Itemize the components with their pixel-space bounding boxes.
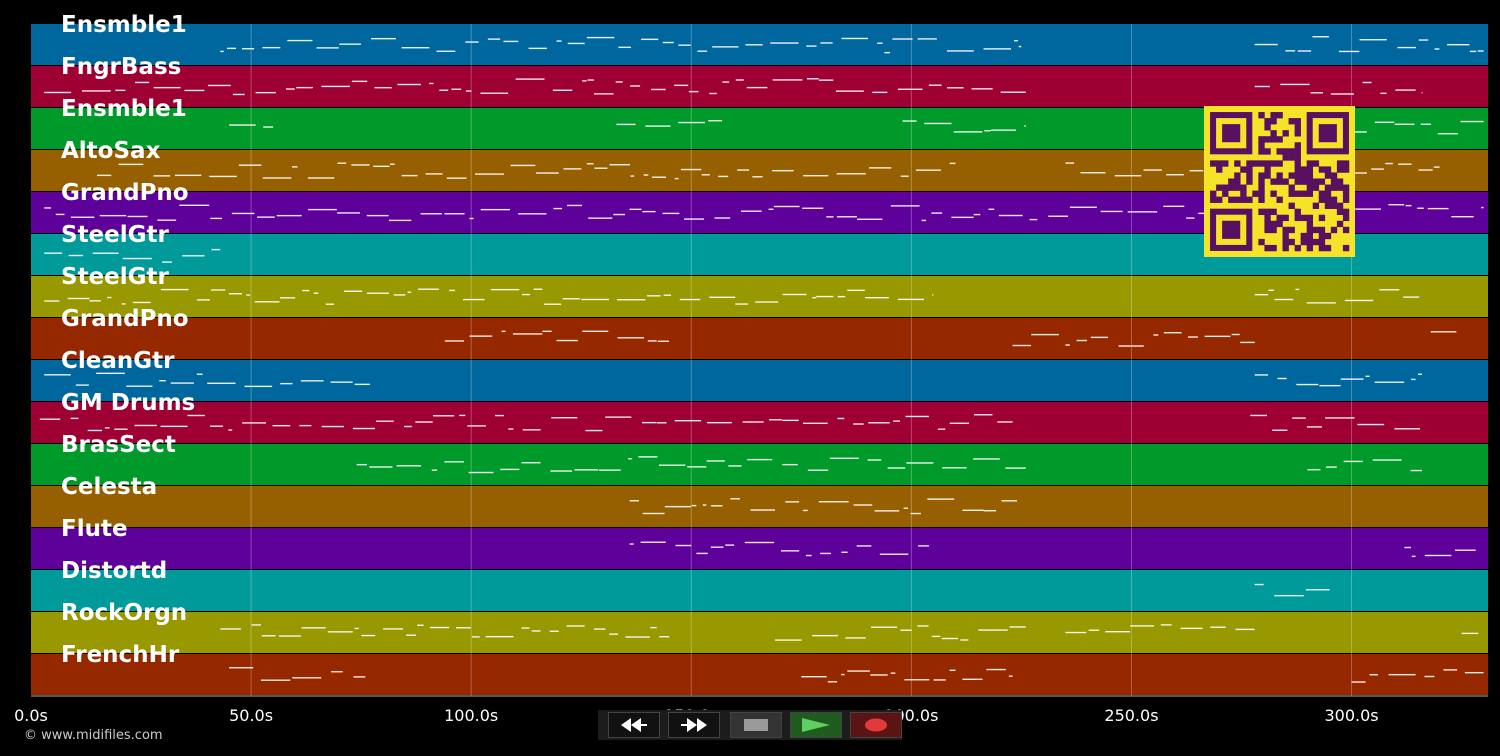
note-cluster [44, 372, 1422, 388]
track-lane[interactable] [31, 570, 1488, 611]
record-button[interactable] [850, 712, 902, 738]
time-tick-label: 250.0s [1104, 706, 1159, 725]
time-tick-label: 300.0s [1324, 706, 1379, 725]
note-cluster [44, 248, 221, 263]
time-tick-label: 0.0s [14, 706, 48, 725]
track-lane[interactable] [31, 612, 1488, 653]
track-label: Ensmble1 [61, 96, 187, 122]
stop-button[interactable] [730, 712, 782, 738]
track-label: BrasSect [61, 432, 176, 458]
play-icon [802, 718, 830, 732]
track-lane[interactable] [31, 444, 1488, 485]
fast-forward-icon [681, 718, 707, 732]
note-cluster [44, 288, 1420, 305]
track-label: GM Drums [61, 390, 196, 416]
rewind-button[interactable] [608, 712, 660, 738]
track-lane[interactable] [31, 318, 1488, 359]
note-cluster [229, 667, 1484, 683]
track-label: RockOrgn [61, 600, 188, 626]
time-tick-label: 50.0s [229, 706, 274, 725]
note-cluster [44, 204, 1484, 222]
note-cluster [1254, 583, 1330, 597]
note-cluster [220, 36, 1484, 54]
transport-controls [598, 710, 902, 740]
track-lane[interactable] [31, 528, 1488, 569]
note-cluster [44, 78, 1423, 96]
play-button[interactable] [790, 712, 842, 738]
note-cluster [629, 541, 1476, 558]
track-label: Ensmble1 [61, 12, 187, 38]
note-cluster [629, 498, 1018, 515]
track-lane[interactable] [31, 276, 1488, 317]
track-label: Distortd [61, 558, 168, 584]
track-label: SteelGtr [61, 264, 169, 290]
track-lane[interactable] [31, 486, 1488, 527]
note-cluster [444, 330, 1457, 347]
piano-roll[interactable] [0, 0, 1500, 700]
track-label: CleanGtr [61, 348, 175, 374]
record-icon [865, 718, 887, 732]
track-label: FrenchHr [61, 642, 180, 668]
track-label: GrandPno [61, 180, 189, 206]
time-tick-label: 100.0s [444, 706, 499, 725]
copyright-notice: © www.midifiles.com [24, 728, 163, 743]
track-label: GrandPno [61, 306, 189, 332]
stop-icon [744, 719, 768, 731]
track-label: FngrBass [61, 54, 182, 80]
track-label: AltoSax [61, 138, 161, 164]
track-lane[interactable] [31, 654, 1488, 695]
track-label: Celesta [61, 474, 158, 500]
note-cluster [356, 456, 1422, 474]
track-label: SteelGtr [61, 222, 169, 248]
rewind-icon [621, 718, 647, 732]
fast-forward-button[interactable] [668, 712, 720, 738]
track-lane[interactable] [31, 360, 1488, 401]
qr-code-icon [1204, 106, 1355, 257]
note-cluster [39, 414, 1420, 432]
note-cluster [220, 624, 1479, 641]
track-lane[interactable] [31, 66, 1488, 107]
track-label: Flute [61, 516, 128, 542]
